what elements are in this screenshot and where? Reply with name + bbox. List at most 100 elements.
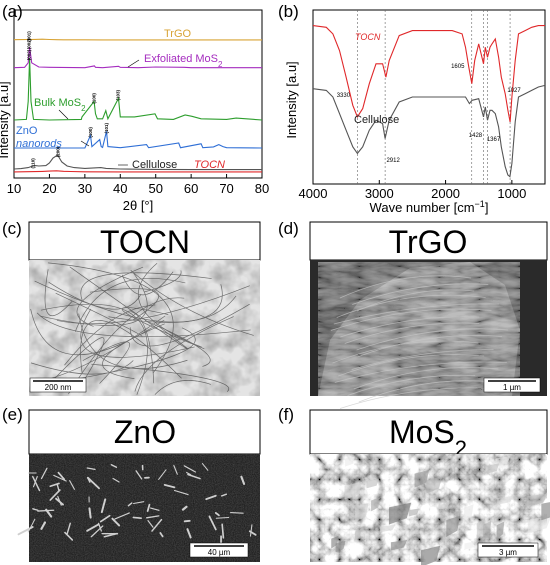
x-tick-label-a: 10 — [7, 181, 21, 196]
wrinkle — [358, 380, 495, 403]
flake — [487, 463, 500, 474]
ftir-series-line — [312, 84, 546, 178]
rod — [214, 511, 220, 517]
fiber — [34, 280, 237, 323]
tocn-label-a: TOCN — [194, 159, 225, 171]
rod — [64, 531, 74, 541]
flake — [345, 456, 355, 467]
bulk-mos2-label: Bulk MoS2 — [34, 97, 86, 113]
rod — [240, 475, 246, 485]
rod — [69, 480, 75, 490]
fiber — [144, 270, 182, 293]
rod — [183, 465, 197, 473]
cellulose-label-a: Cellulose — [132, 159, 177, 171]
fiber — [44, 269, 73, 316]
fiber — [48, 281, 142, 310]
rod — [40, 467, 48, 480]
flake — [354, 529, 362, 541]
rod — [159, 532, 164, 538]
wrinkle — [339, 387, 493, 409]
rod — [86, 523, 100, 532]
wrinkle — [339, 275, 472, 299]
rod — [163, 484, 176, 489]
rod — [99, 514, 111, 523]
peak-label-a: (002) — [27, 38, 32, 49]
wrinkle — [356, 328, 508, 351]
nanorods-label: nanorods — [16, 138, 62, 150]
wrinkle — [353, 367, 499, 390]
wavenumber-annotation: 1367 — [487, 137, 501, 143]
panel-e-zno-micrograph: (e) ZnO 40 µm — [2, 405, 261, 562]
scale-label-d: 1 µm — [503, 383, 521, 392]
fiber — [36, 312, 251, 338]
xrd-series-line — [13, 38, 262, 41]
peak-label-a: (100) — [91, 93, 96, 104]
rod — [173, 489, 189, 496]
peak-label-a: (001) — [27, 31, 32, 42]
fiber — [130, 310, 155, 384]
rod — [135, 470, 143, 480]
title-box-e — [28, 409, 261, 455]
rod — [66, 522, 71, 535]
rod — [127, 502, 133, 507]
rod — [56, 484, 60, 491]
title-box-f — [309, 409, 548, 455]
rod — [57, 495, 62, 506]
x-tick-label-a: 40 — [113, 181, 127, 196]
rod — [181, 505, 188, 511]
fiber — [74, 278, 186, 332]
fiber — [138, 263, 202, 348]
wavenumber-annotation: 2912 — [386, 158, 400, 164]
rod — [183, 519, 191, 523]
x-tick-label-a: 30 — [78, 181, 92, 196]
flake — [390, 539, 408, 551]
flake — [355, 502, 369, 522]
x-axis-label-a: 2θ [°] — [123, 198, 154, 213]
wrinkle — [330, 308, 492, 331]
wrinkle — [352, 283, 489, 305]
rod — [86, 467, 96, 471]
panel-b-ftir-chart: (b) Intensity [a.u] Wave number [cm−1] 4… — [278, 2, 546, 215]
xrd-series-line — [13, 57, 263, 121]
fiber — [80, 272, 212, 301]
plot-frame-b — [312, 9, 546, 185]
tocn-label-b: TOCN — [355, 32, 381, 42]
wrinkle — [358, 335, 503, 357]
xrd-series-line — [14, 131, 263, 149]
zno-rods — [17, 462, 257, 546]
rod — [201, 462, 209, 471]
x-tick-label-a: 80 — [255, 181, 269, 196]
x-tick-label-b: 1000 — [497, 186, 526, 201]
x-tick-label-b: 2000 — [431, 186, 460, 201]
fiber — [134, 316, 234, 392]
wrinkle — [334, 361, 507, 383]
flake — [388, 502, 412, 525]
fiber — [78, 313, 188, 369]
rod — [57, 471, 66, 481]
flake — [379, 524, 396, 533]
wrinkle — [333, 303, 500, 325]
flake — [331, 535, 339, 549]
fiber — [47, 262, 174, 374]
plot-frame-a — [13, 9, 263, 179]
flake — [496, 521, 505, 540]
flake — [366, 478, 380, 489]
x-tick-label-b: 4000 — [299, 186, 328, 201]
rod — [186, 528, 192, 539]
flake — [527, 516, 550, 534]
rod — [114, 512, 130, 520]
flake — [438, 503, 450, 510]
rod — [147, 520, 154, 528]
rod — [100, 498, 107, 514]
fiber — [47, 337, 105, 387]
rod — [88, 507, 92, 519]
rod — [145, 515, 160, 519]
flake — [464, 504, 474, 521]
rod — [249, 524, 253, 537]
x-tick-label-a: 20 — [42, 181, 56, 196]
flake — [495, 456, 511, 467]
rod — [110, 464, 118, 468]
zno-label: ZnO — [16, 125, 38, 137]
x-axis-label-b: Wave number [cm−1] — [370, 199, 489, 215]
micrograph-title-e: ZnO — [114, 414, 176, 450]
